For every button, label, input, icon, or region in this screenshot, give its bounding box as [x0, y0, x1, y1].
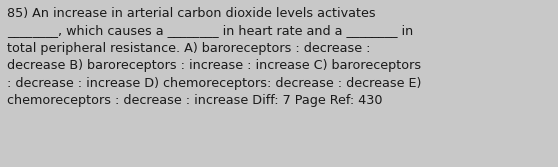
Text: 85) An increase in arterial carbon dioxide levels activates
________, which caus: 85) An increase in arterial carbon dioxi…: [7, 7, 421, 107]
